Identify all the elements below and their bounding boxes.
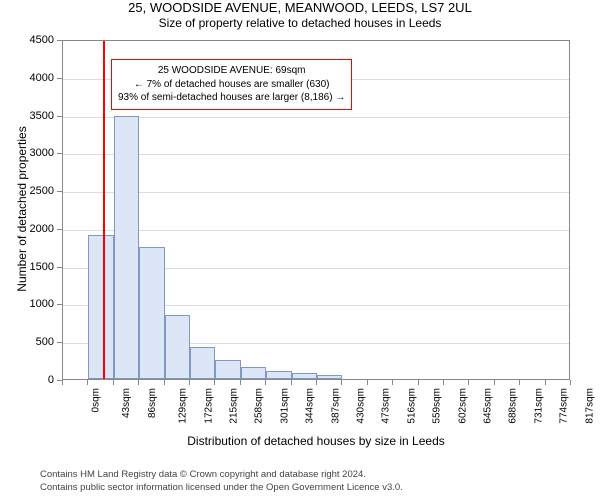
x-tick-label: 688sqm — [508, 388, 519, 424]
reference-line — [103, 41, 105, 379]
y-tick-label: 0 — [14, 374, 54, 386]
y-tick-label: 1500 — [14, 261, 54, 273]
x-tick-label: 731sqm — [533, 388, 544, 424]
x-tick-mark — [519, 380, 520, 385]
x-tick-label: 215sqm — [229, 388, 240, 424]
histogram-bar — [88, 235, 113, 379]
y-tick-label: 500 — [14, 336, 54, 348]
histogram-bar — [190, 347, 215, 379]
y-tick-mark — [57, 342, 62, 343]
annotation-line: 25 WOODSIDE AVENUE: 69sqm — [118, 64, 345, 78]
x-tick-label: 86sqm — [147, 388, 158, 418]
x-tick-mark — [214, 380, 215, 385]
x-tick-mark — [468, 380, 469, 385]
histogram-bar — [139, 247, 164, 379]
annotation-line: 93% of semi-detached houses are larger (… — [118, 91, 345, 105]
x-tick-label: 473sqm — [381, 388, 392, 424]
y-tick-mark — [57, 153, 62, 154]
histogram-bar — [215, 360, 240, 379]
y-tick-mark — [57, 40, 62, 41]
histogram-bar — [317, 375, 342, 379]
x-tick-label: 430sqm — [356, 388, 367, 424]
y-tick-mark — [57, 78, 62, 79]
x-tick-label: 43sqm — [121, 388, 132, 418]
x-tick-label: 301sqm — [279, 388, 290, 424]
x-tick-label: 387sqm — [330, 388, 341, 424]
x-tick-mark — [570, 380, 571, 385]
x-tick-mark — [164, 380, 165, 385]
x-tick-mark — [138, 380, 139, 385]
x-tick-label: 817sqm — [584, 388, 595, 424]
x-tick-mark — [189, 380, 190, 385]
chart-subtitle: Size of property relative to detached ho… — [0, 16, 600, 30]
x-tick-label: 516sqm — [406, 388, 417, 424]
x-tick-mark — [392, 380, 393, 385]
histogram-bar — [241, 367, 266, 379]
x-tick-mark — [443, 380, 444, 385]
x-tick-mark — [240, 380, 241, 385]
x-tick-label: 129sqm — [178, 388, 189, 424]
x-tick-mark — [113, 380, 114, 385]
x-tick-mark — [545, 380, 546, 385]
y-tick-mark — [57, 229, 62, 230]
x-tick-label: 344sqm — [305, 388, 316, 424]
y-tick-label: 4500 — [14, 34, 54, 46]
x-tick-label: 258sqm — [254, 388, 265, 424]
x-tick-label: 602sqm — [457, 388, 468, 424]
histogram-bar — [266, 371, 291, 379]
y-tick-label: 2000 — [14, 223, 54, 235]
x-tick-label: 559sqm — [432, 388, 443, 424]
y-axis-label: Number of detached properties — [15, 109, 29, 309]
x-tick-mark — [367, 380, 368, 385]
x-tick-label: 774sqm — [559, 388, 570, 424]
y-tick-mark — [57, 267, 62, 268]
histogram-bar — [165, 315, 190, 379]
attribution-footer: Contains HM Land Registry data © Crown c… — [40, 469, 403, 494]
histogram-bar — [292, 373, 317, 379]
x-tick-mark — [62, 380, 63, 385]
chart-title: 25, WOODSIDE AVENUE, MEANWOOD, LEEDS, LS… — [0, 0, 600, 15]
y-tick-mark — [57, 304, 62, 305]
x-tick-label: 172sqm — [203, 388, 214, 424]
footer-line-1: Contains HM Land Registry data © Crown c… — [40, 469, 403, 481]
plot-area: 25 WOODSIDE AVENUE: 69sqm← 7% of detache… — [62, 40, 570, 380]
annotation-box: 25 WOODSIDE AVENUE: 69sqm← 7% of detache… — [111, 59, 352, 110]
y-tick-label: 4000 — [14, 72, 54, 84]
y-tick-mark — [57, 191, 62, 192]
y-tick-label: 1000 — [14, 298, 54, 310]
x-tick-mark — [87, 380, 88, 385]
x-tick-mark — [265, 380, 266, 385]
annotation-line: ← 7% of detached houses are smaller (630… — [118, 78, 345, 92]
x-tick-mark — [316, 380, 317, 385]
x-tick-mark — [291, 380, 292, 385]
histogram-bar — [114, 116, 139, 379]
x-tick-mark — [418, 380, 419, 385]
x-tick-label: 0sqm — [90, 388, 101, 412]
x-tick-label: 645sqm — [483, 388, 494, 424]
y-tick-mark — [57, 116, 62, 117]
x-tick-mark — [494, 380, 495, 385]
footer-line-2: Contains public sector information licen… — [40, 482, 403, 494]
y-tick-label: 2500 — [14, 185, 54, 197]
x-axis-label: Distribution of detached houses by size … — [62, 434, 570, 448]
y-tick-label: 3000 — [14, 147, 54, 159]
x-tick-mark — [341, 380, 342, 385]
y-tick-label: 3500 — [14, 110, 54, 122]
